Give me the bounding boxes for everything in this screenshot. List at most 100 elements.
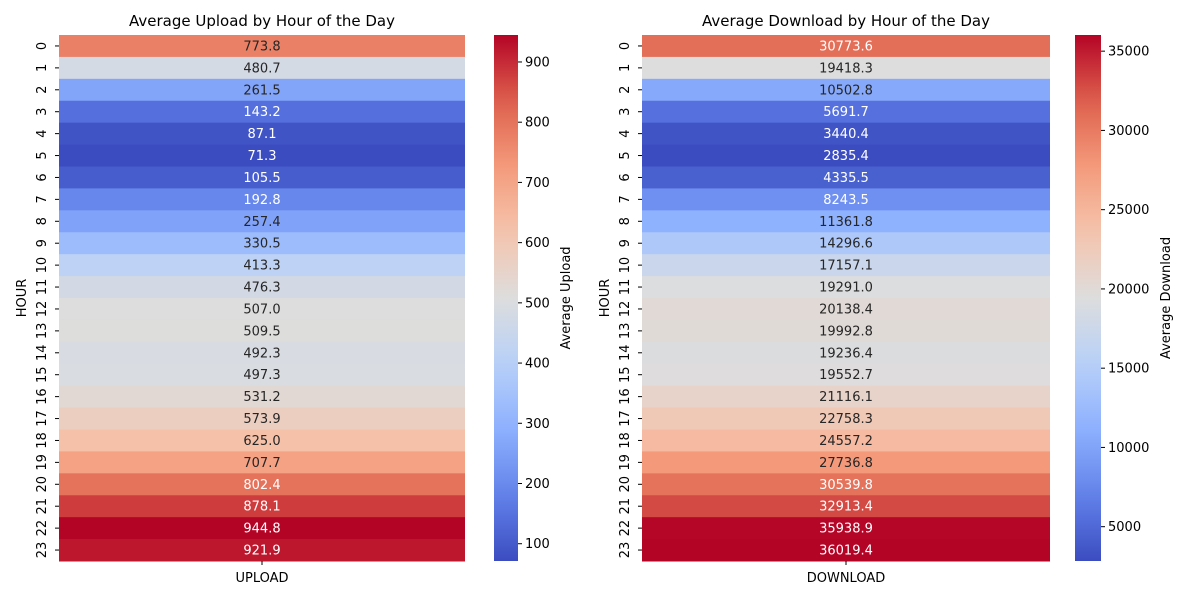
y-tick-label: 4 [618,129,633,137]
cell-value-label: 509.5 [243,324,280,339]
colorbar-label: Average Download [1159,237,1174,359]
cell-value-label: 2835.4 [823,149,869,164]
heatmap-panel-1: Average Download by Hour of the Day 30773… [598,12,1174,586]
y-tick-label: 17 [35,410,50,427]
cell-value-label: 143.2 [243,105,280,120]
heatmap-cell [642,210,1050,233]
heatmap-cell [642,341,1050,365]
y-tick-label: 2 [35,86,50,94]
y-tick-label: 18 [618,432,633,449]
y-tick-label: 13 [618,323,633,340]
heatmap-cell [59,385,465,409]
cell-value-label: 35938.9 [819,522,873,537]
heatmap-cell [642,451,1050,474]
heatmap-cell [59,539,465,562]
heatmap-cell [642,319,1050,343]
y-tick-label: 7 [618,195,633,203]
colorbar-tick-label: 700 [525,176,550,191]
heatmap-cell [59,35,465,58]
heatmap-cell [642,122,1050,146]
heatmap-cell [59,56,465,80]
heatmap-panel-0: Average Upload by Hour of the Day 773.8 0 4… [15,12,574,586]
colorbar-tick-label: 15000 [1108,362,1149,377]
y-tick-label: 0 [35,42,50,50]
cell-value-label: 476.3 [243,281,280,296]
colorbar-tick-label: 25000 [1108,203,1149,218]
y-tick-label: 23 [618,542,633,559]
heatmap-cell [59,254,465,277]
y-tick-label: 10 [35,257,50,274]
y-tick-label: 21 [618,498,633,515]
cell-value-label: 30773.6 [819,39,873,54]
cell-value-label: 413.3 [243,259,280,274]
cell-value-label: 492.3 [243,346,280,361]
cell-value-label: 4335.5 [823,171,869,186]
heatmap-cell [59,100,465,124]
cell-value-label: 19236.4 [819,346,873,361]
heatmap-cell [59,363,465,387]
y-tick-label: 8 [35,217,50,225]
y-tick-label: 12 [618,301,633,318]
y-tick-label: 8 [618,217,633,225]
heatmap-cell [59,517,465,540]
heatmap-cell [642,56,1050,80]
y-tick-label: 3 [618,108,633,116]
cell-value-label: 19418.3 [819,61,873,76]
cell-value-label: 625.0 [243,434,280,449]
cell-value-label: 707.7 [243,456,280,471]
chart-title: Average Download by Hour of the Day [702,12,990,30]
heatmap-cell [59,210,465,233]
y-tick-label: 10 [618,257,633,274]
cell-value-label: 19552.7 [819,368,873,383]
y-tick-label: 23 [35,542,50,559]
cell-value-label: 19992.8 [819,324,873,339]
cell-value-label: 19291.0 [819,281,873,296]
y-tick-label: 14 [618,345,633,362]
colorbar-tick-label: 35000 [1108,45,1149,60]
cell-value-label: 773.8 [243,39,280,54]
x-tick-label: UPLOAD [235,571,288,586]
y-tick-label: 13 [35,323,50,340]
y-tick-label: 11 [618,279,633,296]
cell-value-label: 573.9 [243,412,280,427]
y-tick-label: 20 [35,476,50,493]
colorbar-tick-label: 400 [525,357,550,372]
y-tick-label: 6 [35,173,50,181]
cell-value-label: 11361.8 [819,215,873,230]
heatmap-cell [59,495,465,518]
colorbar-tick-label: 200 [525,477,550,492]
y-tick-label: 4 [35,129,50,137]
y-tick-label: 16 [35,388,50,405]
cell-value-label: 257.4 [243,215,280,230]
y-tick-label: 5 [618,151,633,159]
y-tick-label: 5 [35,151,50,159]
y-tick-label: 11 [35,279,50,296]
y-tick-label: 14 [35,345,50,362]
heatmap-cell [59,319,465,343]
cell-value-label: 71.3 [248,149,277,164]
cell-value-label: 878.1 [243,500,280,515]
heatmap-cell [642,429,1050,452]
y-tick-label: 19 [35,454,50,471]
y-axis-label: HOUR [15,279,30,318]
heatmap-cell [642,473,1050,496]
cell-value-label: 30539.8 [819,478,873,493]
heatmap-cell [59,407,465,430]
heatmap-cell [59,188,465,211]
heatmap-cell [59,122,465,146]
cell-value-label: 14296.6 [819,237,873,252]
y-tick-label: 6 [618,173,633,181]
heatmap-cell [642,407,1050,430]
heatmap-cell [642,78,1050,102]
heatmap-cell [59,144,465,167]
colorbar-tick-label: 500 [525,296,550,311]
heatmap-cell [642,276,1050,299]
heatmap-cell [642,188,1050,211]
y-tick-label: 12 [35,301,50,318]
heatmap-cell [59,166,465,189]
heatmap-cell [59,473,465,496]
colorbar-tick-label: 900 [525,55,550,70]
heatmap-cell [59,451,465,474]
colorbar [494,35,518,561]
